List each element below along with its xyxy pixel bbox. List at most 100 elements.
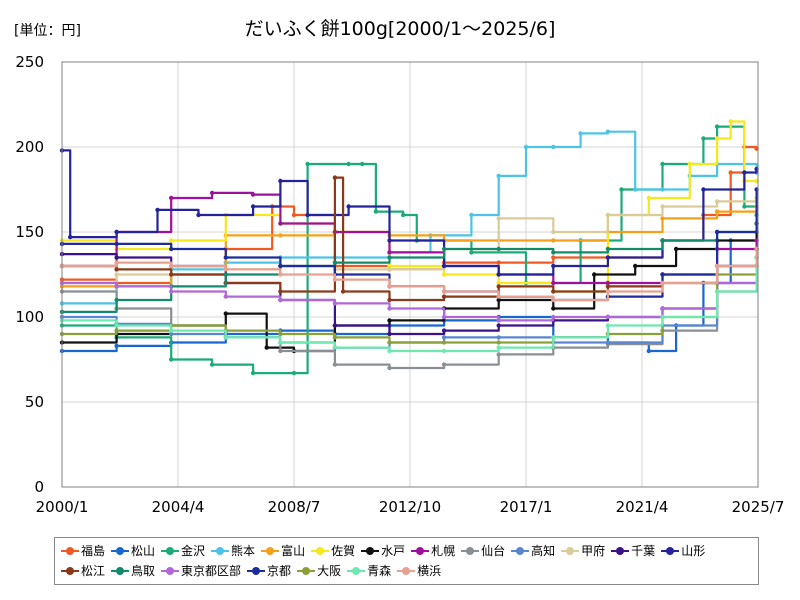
- data-point: [305, 212, 310, 218]
- series-line: [62, 120, 757, 293]
- data-point: [605, 246, 611, 252]
- data-point: [441, 294, 447, 299]
- series-line: [62, 125, 758, 375]
- data-point: [264, 345, 269, 350]
- legend-item: 高知: [511, 541, 555, 561]
- data-point: [169, 195, 174, 201]
- legend-item: 京都: [247, 561, 291, 581]
- data-point: [496, 280, 501, 286]
- legend-item: 甲府: [561, 541, 605, 561]
- data-point: [441, 340, 447, 345]
- y-tick-label: 150: [15, 223, 44, 241]
- data-point: [551, 255, 556, 260]
- data-point: [387, 365, 392, 371]
- series-line: [62, 130, 758, 305]
- data-point: [169, 331, 174, 337]
- legend-label: 松山: [131, 544, 156, 558]
- data-point: [551, 250, 556, 255]
- legend-marker-icon: [411, 547, 430, 556]
- data-point: [496, 335, 501, 340]
- legend-label: 京都: [267, 564, 292, 578]
- data-point: [209, 362, 215, 367]
- data-point: [523, 144, 529, 150]
- data-point: [441, 335, 447, 340]
- series-東京都区部: [59, 246, 759, 323]
- data-point: [387, 255, 392, 260]
- data-point: [701, 136, 706, 141]
- legend-item: 大阪: [297, 561, 341, 581]
- x-tick-label: 2008/7: [268, 498, 321, 516]
- data-point: [346, 204, 351, 209]
- series-熊本: [59, 129, 759, 306]
- legend-marker-icon: [311, 547, 330, 556]
- data-point: [278, 348, 283, 354]
- data-point: [68, 234, 73, 240]
- data-point: [496, 352, 501, 357]
- data-point: [605, 280, 611, 286]
- data-point: [169, 357, 174, 362]
- series-佐賀: [59, 119, 759, 294]
- data-point: [496, 323, 501, 328]
- data-point: [387, 284, 392, 289]
- data-point: [551, 314, 556, 320]
- legend-item: 仙台: [461, 541, 505, 561]
- data-point: [114, 229, 119, 235]
- data-point: [660, 204, 665, 209]
- data-point: [223, 335, 228, 340]
- data-point: [278, 289, 283, 294]
- data-point: [223, 311, 228, 316]
- data-point: [714, 263, 720, 269]
- data-point: [728, 119, 733, 124]
- data-point: [496, 294, 501, 299]
- data-point: [401, 212, 406, 218]
- data-point: [441, 289, 447, 294]
- legend: 福島 松山 金沢 熊本 富山 佐賀 水戸 札幌 仙台 高知 甲府 千葉 山形松江 鳥取 東京都区部 京都 大阪 青…: [54, 537, 759, 585]
- series-京都: [59, 187, 759, 303]
- legend-item: 山形: [661, 541, 705, 561]
- data-point: [496, 297, 501, 303]
- data-point: [114, 267, 119, 272]
- data-point: [278, 233, 283, 238]
- data-point: [701, 187, 706, 192]
- data-point: [169, 238, 174, 243]
- data-point: [469, 212, 474, 218]
- data-point: [332, 362, 338, 367]
- data-point: [605, 323, 611, 328]
- data-point: [278, 297, 283, 303]
- legend-marker-icon: [61, 567, 79, 576]
- data-point: [332, 345, 338, 350]
- data-point: [291, 370, 297, 376]
- legend-label: 山形: [681, 544, 706, 558]
- data-point: [551, 238, 556, 243]
- data-point: [496, 340, 501, 345]
- legend-label: 福島: [81, 544, 106, 558]
- data-point: [714, 136, 720, 141]
- legend-label: 青森: [367, 564, 392, 578]
- legend-label: 横浜: [417, 564, 442, 578]
- legend-marker-icon: [261, 547, 280, 556]
- data-point: [605, 129, 611, 134]
- data-point: [305, 161, 310, 167]
- legend-label: 鳥取: [131, 564, 156, 578]
- legend-marker-icon: [611, 547, 630, 556]
- data-point: [332, 335, 338, 340]
- data-point: [469, 250, 474, 255]
- data-point: [605, 255, 611, 260]
- legend-marker-icon: [161, 567, 180, 576]
- legend-item: 佐賀: [311, 541, 355, 561]
- data-point: [209, 190, 215, 196]
- x-tick-label: 2012/10: [379, 498, 441, 516]
- data-point: [387, 340, 392, 345]
- data-point: [278, 272, 283, 277]
- data-point: [223, 267, 228, 272]
- data-point: [496, 260, 501, 265]
- legend-item: 鳥取: [111, 561, 155, 581]
- legend-label: 大阪: [317, 564, 342, 578]
- data-point: [605, 314, 611, 320]
- data-point: [169, 328, 174, 333]
- legend-item: 松山: [111, 541, 155, 561]
- data-point: [496, 216, 501, 221]
- legend-marker-icon: [211, 547, 230, 556]
- data-point: [660, 272, 665, 277]
- data-point: [551, 306, 556, 311]
